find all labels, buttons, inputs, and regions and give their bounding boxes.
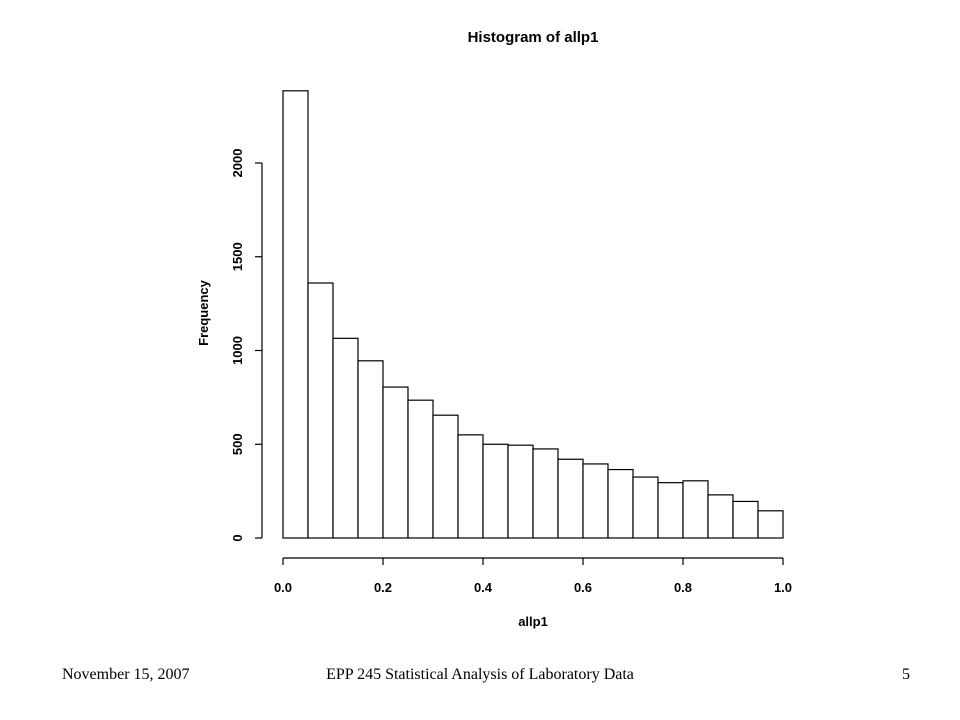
histogram-bar bbox=[407, 399, 434, 539]
y-axis-label: Frequency bbox=[196, 279, 211, 346]
y-axis: 0 500 1000 1500 2000 bbox=[230, 149, 263, 542]
histogram-bar bbox=[332, 337, 359, 539]
histogram-bar bbox=[582, 463, 609, 539]
histogram-bar bbox=[482, 443, 509, 539]
x-tick-label: 0.6 bbox=[574, 580, 592, 595]
histogram-bar bbox=[432, 414, 459, 539]
y-tick-label: 1000 bbox=[230, 336, 245, 365]
footer-page-number: 5 bbox=[902, 666, 910, 683]
histogram-bar bbox=[382, 386, 409, 539]
histogram-bar bbox=[682, 480, 709, 539]
x-tick-label: 0.8 bbox=[674, 580, 692, 595]
histogram-bar bbox=[657, 482, 684, 539]
y-tick-label: 0 bbox=[230, 534, 245, 541]
x-tick-label: 0.0 bbox=[274, 580, 292, 595]
histogram-bar bbox=[732, 500, 759, 539]
histogram-bar bbox=[307, 282, 334, 539]
histogram-bar bbox=[707, 494, 734, 539]
histogram-bar bbox=[557, 458, 584, 539]
footer-course-title: EPP 245 Statistical Analysis of Laborato… bbox=[326, 666, 634, 683]
histogram-bar bbox=[532, 448, 559, 539]
y-tick-label: 500 bbox=[230, 433, 245, 455]
histogram-bar bbox=[607, 468, 634, 539]
chart-title: Histogram of allp1 bbox=[468, 29, 599, 46]
x-tick-label: 0.4 bbox=[474, 580, 493, 595]
histogram-bar bbox=[757, 510, 784, 539]
x-axis: 0.0 0.2 0.4 0.6 0.8 1.0 bbox=[274, 557, 792, 595]
x-tick-label: 1.0 bbox=[774, 580, 792, 595]
histogram-bar bbox=[282, 90, 309, 539]
histogram-bars bbox=[282, 90, 784, 539]
histogram-bar bbox=[507, 444, 534, 539]
y-tick-label: 1500 bbox=[230, 242, 245, 271]
x-tick-label: 0.2 bbox=[374, 580, 392, 595]
histogram-bar bbox=[457, 434, 484, 539]
y-tick-label: 2000 bbox=[230, 149, 245, 178]
histogram-bar bbox=[632, 476, 659, 539]
x-axis-label: allp1 bbox=[518, 614, 548, 629]
footer-date: November 15, 2007 bbox=[62, 666, 190, 683]
histogram-bar bbox=[357, 360, 384, 539]
